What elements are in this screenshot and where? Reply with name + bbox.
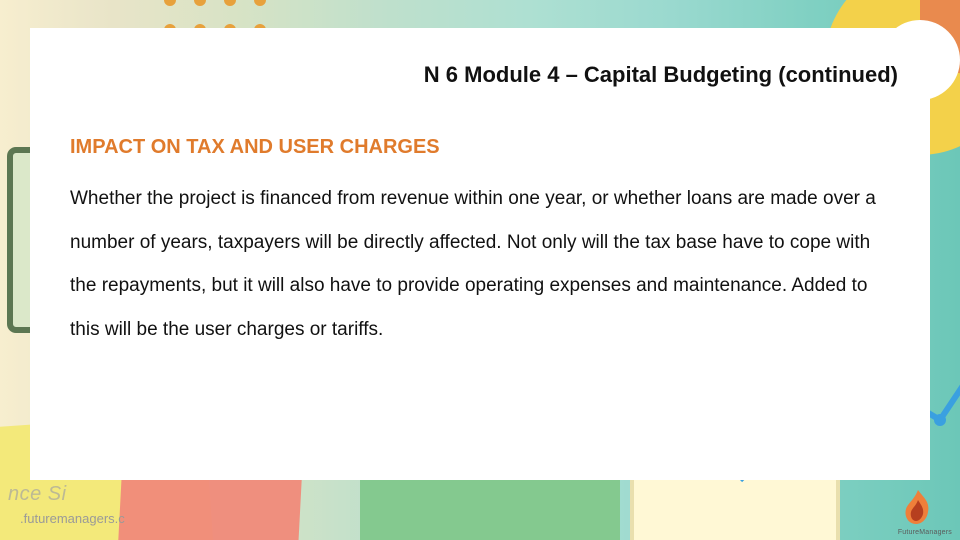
slide-stage: nce Si N 6 Module 4 – Capital Budgeting …	[0, 0, 960, 540]
bg-cropped-text: nce Si	[8, 483, 67, 506]
section-heading: IMPACT ON TAX AND USER CHARGES	[70, 136, 898, 159]
footer-url: .futuremanagers.c	[20, 511, 125, 526]
brand-logo-text: FutureManagers	[898, 529, 952, 536]
brand-logo	[894, 488, 942, 528]
content-card: N 6 Module 4 – Capital Budgeting (contin…	[30, 28, 930, 480]
body-paragraph: Whether the project is financed from rev…	[70, 177, 898, 352]
bg-shape-green	[360, 470, 620, 540]
slide-title: N 6 Module 4 – Capital Budgeting (contin…	[70, 62, 898, 88]
